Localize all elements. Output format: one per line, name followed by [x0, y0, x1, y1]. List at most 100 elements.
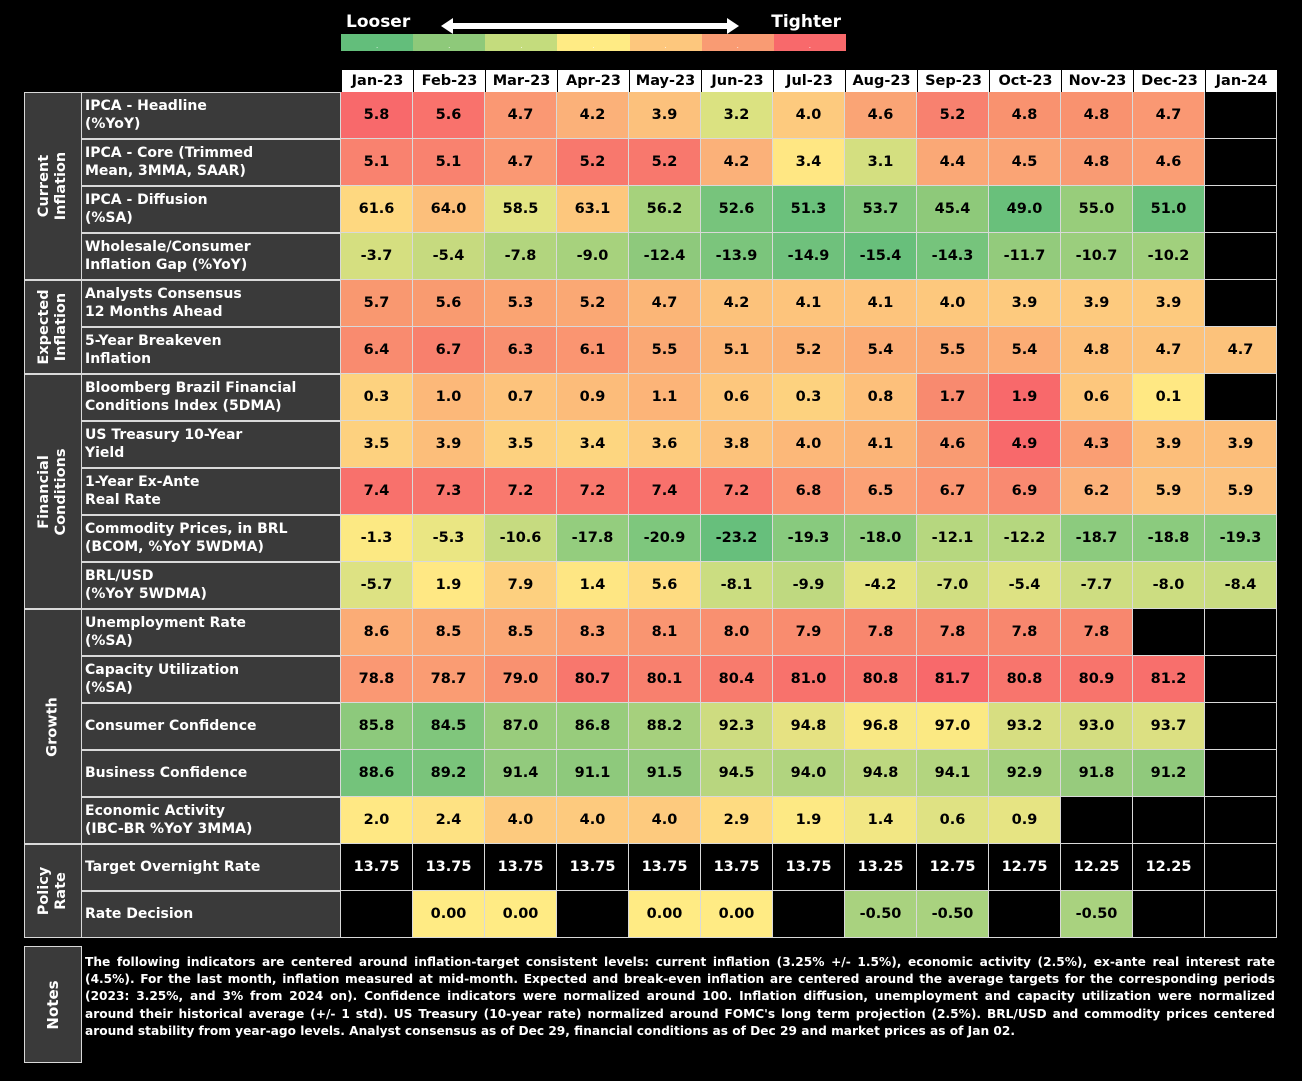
data-cell: 3.1: [845, 139, 917, 186]
data-cell: 94.5: [701, 750, 773, 797]
data-cell: 7.2: [557, 468, 629, 515]
data-cell: 7.8: [1061, 609, 1133, 656]
data-cell: [1205, 139, 1277, 186]
data-cell: 53.7: [845, 186, 917, 233]
data-cell: 4.0: [773, 421, 845, 468]
row-label: Bloomberg Brazil Financial Conditions In…: [82, 374, 341, 421]
data-cell: [1133, 797, 1205, 844]
data-cell: -9.0: [557, 233, 629, 280]
data-cell: 0.00: [701, 891, 773, 938]
data-cell: 7.4: [629, 468, 701, 515]
month-header: Jan-24: [1205, 70, 1277, 92]
data-cell: 49.0: [989, 186, 1061, 233]
data-cell: 91.1: [557, 750, 629, 797]
data-cell: -19.3: [1205, 515, 1277, 562]
data-cell: 13.75: [485, 844, 557, 891]
data-cell: 1.9: [773, 797, 845, 844]
data-cell: 0.9: [557, 374, 629, 421]
data-cell: 3.6: [629, 421, 701, 468]
row-label: Capacity Utilization (%SA): [82, 656, 341, 703]
data-cell: 4.4: [917, 139, 989, 186]
row-label: IPCA - Core (Trimmed Mean, 3MMA, SAAR): [82, 139, 341, 186]
data-cell: 0.00: [629, 891, 701, 938]
data-cell: 12.25: [1133, 844, 1205, 891]
data-cell: 5.1: [413, 139, 485, 186]
data-cell: -10.2: [1133, 233, 1205, 280]
legend-swatch: .: [773, 34, 846, 51]
data-cell: 8.5: [485, 609, 557, 656]
row-label: US Treasury 10-Year Yield: [82, 421, 341, 468]
data-cell: -5.4: [413, 233, 485, 280]
group-label: Current Inflation: [24, 92, 82, 280]
data-cell: 80.8: [845, 656, 917, 703]
data-cell: [1205, 844, 1277, 891]
month-header: Feb-23: [413, 70, 485, 92]
data-cell: 0.3: [341, 374, 413, 421]
data-cell: 6.2: [1061, 468, 1133, 515]
data-cell: 4.3: [1061, 421, 1133, 468]
data-cell: -9.9: [773, 562, 845, 609]
data-cell: 0.6: [917, 797, 989, 844]
data-cell: -18.8: [1133, 515, 1205, 562]
group-label: Financial Conditions: [24, 374, 82, 609]
data-cell: 1.4: [845, 797, 917, 844]
data-cell: 4.8: [1061, 139, 1133, 186]
month-header: May-23: [629, 70, 701, 92]
data-cell: 4.1: [773, 280, 845, 327]
row-label: Business Confidence: [82, 750, 341, 797]
data-cell: 3.9: [629, 92, 701, 139]
data-cell: -12.2: [989, 515, 1061, 562]
data-cell: 88.6: [341, 750, 413, 797]
data-cell: 8.0: [701, 609, 773, 656]
data-cell: 5.1: [341, 139, 413, 186]
data-cell: 80.7: [557, 656, 629, 703]
data-cell: 5.4: [989, 327, 1061, 374]
data-cell: 91.8: [1061, 750, 1133, 797]
data-cell: 7.9: [773, 609, 845, 656]
data-cell: 13.25: [845, 844, 917, 891]
data-cell: 63.1: [557, 186, 629, 233]
data-cell: 13.75: [557, 844, 629, 891]
data-cell: 89.2: [413, 750, 485, 797]
data-cell: 13.75: [629, 844, 701, 891]
row-label: Wholesale/Consumer Inflation Gap (%YoY): [82, 233, 341, 280]
data-cell: 0.3: [773, 374, 845, 421]
data-cell: 61.6: [341, 186, 413, 233]
data-cell: 5.7: [341, 280, 413, 327]
data-cell: 4.7: [1133, 92, 1205, 139]
data-cell: 4.2: [701, 139, 773, 186]
data-cell: 52.6: [701, 186, 773, 233]
data-cell: -4.2: [845, 562, 917, 609]
month-header: Dec-23: [1133, 70, 1205, 92]
data-cell: 5.3: [485, 280, 557, 327]
data-cell: 80.1: [629, 656, 701, 703]
tighter-label: Tighter: [771, 12, 841, 32]
data-cell: 3.9: [1133, 421, 1205, 468]
row-label: 5-Year Breakeven Inflation: [82, 327, 341, 374]
data-cell: -17.8: [557, 515, 629, 562]
data-cell: 3.9: [1061, 280, 1133, 327]
data-cell: 80.9: [1061, 656, 1133, 703]
month-header: Aug-23: [845, 70, 917, 92]
data-cell: 4.0: [485, 797, 557, 844]
data-cell: -11.7: [989, 233, 1061, 280]
data-cell: 4.5: [989, 139, 1061, 186]
row-label: Consumer Confidence: [82, 703, 341, 750]
data-cell: 80.4: [701, 656, 773, 703]
month-header: Jun-23: [701, 70, 773, 92]
data-cell: 12.75: [917, 844, 989, 891]
data-cell: [773, 891, 845, 938]
row-label: Analysts Consensus 12 Months Ahead: [82, 280, 341, 327]
data-cell: -1.3: [341, 515, 413, 562]
data-cell: 78.7: [413, 656, 485, 703]
data-cell: -7.0: [917, 562, 989, 609]
data-cell: [557, 891, 629, 938]
data-cell: 13.75: [413, 844, 485, 891]
double-arrow-icon: [441, 18, 739, 34]
legend-swatch: .: [557, 34, 630, 51]
data-cell: 4.7: [1133, 327, 1205, 374]
data-cell: 87.0: [485, 703, 557, 750]
legend-swatch: .: [485, 34, 558, 51]
data-cell: 4.0: [629, 797, 701, 844]
data-cell: 0.6: [1061, 374, 1133, 421]
